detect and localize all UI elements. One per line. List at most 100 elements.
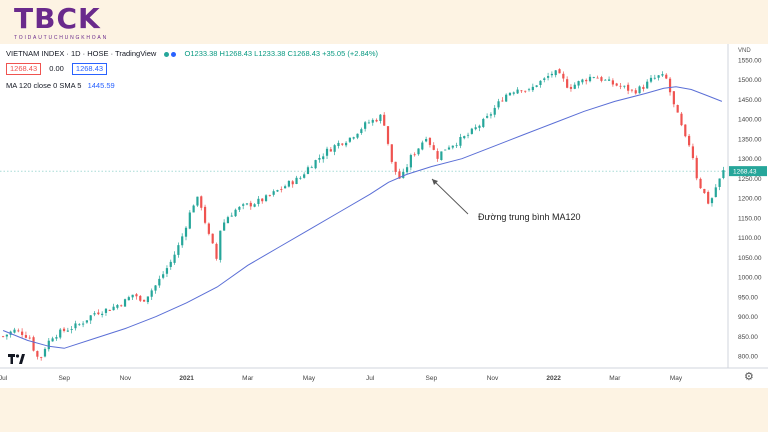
candle-body — [238, 206, 241, 210]
candle-body — [505, 94, 508, 102]
annotation-text: Đường trung bình MA120 — [478, 212, 581, 222]
candle-body — [230, 215, 233, 217]
candle-body — [314, 160, 317, 169]
candle-body — [398, 171, 401, 179]
candle-body — [291, 181, 294, 185]
candle-body — [676, 105, 679, 113]
candle-body — [486, 116, 489, 118]
candle-body — [497, 101, 500, 108]
candle-body — [501, 100, 504, 102]
price-chart[interactable]: VND 800.00 850.00 900.00 950.00 1000.00 1050.0… — [0, 44, 768, 388]
y-tick-label: 900.00 — [738, 314, 758, 321]
candle-body — [440, 151, 443, 160]
candle-body — [24, 335, 28, 338]
candle-body — [531, 86, 534, 91]
candle-body — [234, 209, 237, 217]
candle-body — [173, 254, 176, 263]
candle-body — [211, 233, 214, 244]
candle-body — [470, 128, 473, 134]
candle-body — [554, 70, 557, 76]
x-tick-label: Nov — [120, 375, 132, 382]
candle-body — [276, 190, 279, 192]
symbol-header: VIETNAM INDEX · 1D · HOSE · TradingView … — [6, 49, 378, 58]
candle-body — [272, 191, 275, 195]
annotation-arrow — [431, 178, 469, 215]
candle-body — [188, 212, 191, 229]
sell-price-box[interactable]: 1268.43 — [6, 63, 42, 75]
candle-body — [352, 137, 355, 139]
y-tick-label: 1500.00 — [738, 77, 762, 84]
candle-body — [512, 92, 515, 94]
candle-body — [653, 77, 656, 79]
y-tick-label: 1450.00 — [738, 97, 762, 104]
candle-body — [62, 328, 66, 331]
candle-body — [47, 340, 50, 350]
candle-body — [43, 348, 47, 357]
candle-body — [70, 329, 73, 330]
candle-body — [516, 89, 519, 94]
candle-body — [40, 357, 43, 358]
y-tick-label: 950.00 — [738, 294, 758, 301]
status-dot-icon — [164, 51, 170, 57]
candle-body — [165, 268, 169, 274]
candle-body — [245, 203, 249, 205]
x-tick-label: 2022 — [546, 375, 561, 382]
candle-body — [436, 151, 439, 159]
buy-price-box[interactable]: 1268.43 — [71, 63, 108, 75]
candle-body — [447, 147, 451, 150]
x-tick-label: Sep — [58, 375, 70, 382]
candle-body — [657, 75, 660, 78]
brand-logo-subtitle: TOIDAUTUCHUNGKHOAN — [14, 35, 108, 41]
candle-body — [112, 306, 115, 311]
candle-body — [417, 148, 420, 155]
candle-body — [646, 81, 649, 89]
candle-body — [97, 312, 100, 315]
candle-body — [28, 337, 31, 339]
candle-body — [78, 324, 81, 326]
candle-body — [55, 337, 58, 339]
candle-body — [691, 146, 695, 158]
candle-body — [562, 73, 565, 79]
candle-body — [409, 155, 412, 168]
candle-body — [36, 351, 39, 357]
candle-body — [200, 196, 203, 208]
ma-legend[interactable]: MA 120 close 0 SMA 5 1445.59 — [6, 81, 115, 90]
symbol-title[interactable]: VIETNAM INDEX · 1D · HOSE · TradingView — [6, 49, 157, 58]
candle-body — [710, 198, 714, 204]
candle-body — [13, 329, 16, 333]
candle-body — [688, 135, 691, 146]
candle-body — [539, 80, 542, 86]
candle-body — [66, 330, 69, 332]
ohlc-readout: O1233.38 H1268.43 L1233.38 C1268.43 +35.… — [184, 49, 379, 58]
candle-body — [482, 118, 485, 127]
candle-body — [402, 171, 405, 178]
candle-body — [489, 114, 493, 116]
candle-body — [131, 294, 134, 298]
candle-body — [264, 195, 268, 201]
candle-body — [360, 129, 363, 134]
y-tick-label: 1100.00 — [738, 235, 761, 242]
brand-logo-text: TBCK — [14, 2, 101, 35]
candle-body — [615, 83, 618, 86]
x-tick-label: Nov — [487, 375, 499, 382]
candle-body — [123, 299, 127, 307]
candle-body — [386, 126, 390, 144]
candle-body — [550, 73, 553, 76]
y-tick-label: 1400.00 — [738, 117, 762, 124]
candle-body — [596, 77, 599, 79]
candle-body — [425, 138, 428, 142]
y-tick-label: 850.00 — [738, 334, 758, 341]
ma-legend-label: MA 120 close 0 SMA 5 — [6, 81, 82, 90]
candle-body — [432, 145, 435, 150]
candle-body — [333, 145, 336, 152]
candle-body — [295, 177, 298, 184]
tradingview-logo-icon[interactable] — [8, 354, 26, 367]
gear-icon[interactable]: ⚙ — [744, 371, 754, 383]
candle-body — [181, 236, 184, 246]
candle-body — [375, 119, 378, 122]
candle-body — [287, 180, 291, 187]
y-tick-label: 1050.00 — [738, 255, 762, 262]
candle-body — [371, 119, 374, 123]
chart-panel: VIETNAM INDEX · 1D · HOSE · TradingView … — [0, 44, 768, 388]
candles-group — [1, 68, 725, 361]
